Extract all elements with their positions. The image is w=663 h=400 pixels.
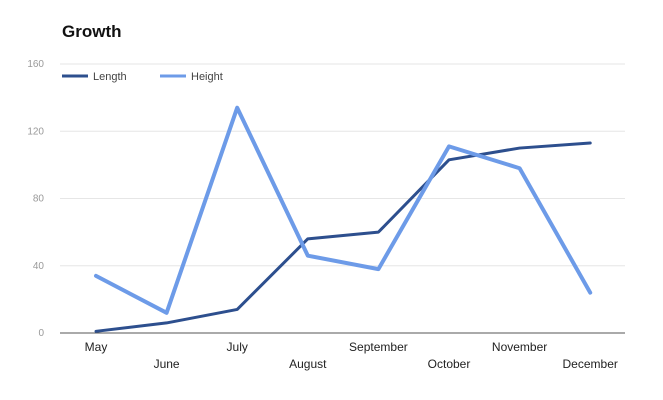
y-tick-label: 40 [33,261,45,272]
legend: Length Height [62,71,223,83]
x-category-label: July [227,340,248,354]
x-category-label: October [428,357,471,371]
y-tick-label: 160 [27,59,44,70]
gridlines [60,63,625,334]
y-tick-label: 0 [38,328,44,339]
x-category-label: August [289,357,327,371]
series-lines [94,105,593,333]
series-line-length [94,141,592,333]
x-category-label: June [154,357,180,371]
legend-label-height: Height [191,71,223,83]
series-line-height [94,105,593,315]
y-tick-label: 120 [27,126,44,137]
x-category-label: November [492,340,547,354]
x-category-label: December [563,357,618,371]
chart-title: Growth [62,22,122,41]
y-axis-tick-labels: 0 40 80 120 160 [27,59,44,339]
x-category-label: September [349,340,408,354]
x-category-label: May [85,340,108,354]
legend-label-length: Length [93,71,127,83]
x-axis-category-labels: May June July August September October Novembe… [85,340,618,371]
y-tick-label: 80 [33,194,45,205]
